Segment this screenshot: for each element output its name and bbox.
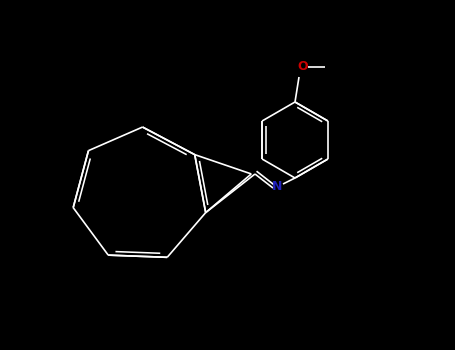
Text: O: O: [298, 61, 308, 74]
Text: N: N: [272, 180, 282, 193]
